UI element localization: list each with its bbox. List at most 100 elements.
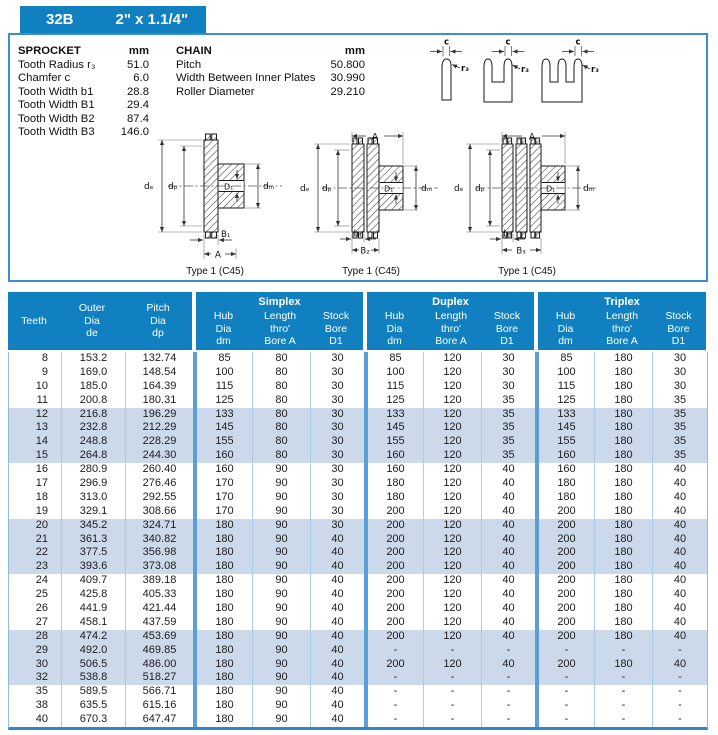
spec-label: Tooth Width b1: [18, 85, 94, 98]
table-cell: 180: [594, 504, 652, 519]
table-cell: 180: [594, 657, 652, 672]
table-cell: 180: [594, 602, 652, 616]
table-cell: 30: [481, 379, 535, 394]
table-cell: 35: [652, 435, 707, 450]
table-cell: 345.2: [61, 518, 125, 533]
col-header-stock-bore: Stock Bore D1: [493, 310, 521, 348]
table-cell: 155: [386, 435, 405, 448]
table-cell: 145: [557, 421, 576, 434]
table-cell: 40: [652, 560, 707, 575]
table-cell: 264.8: [61, 449, 125, 464]
table-cell: 486.00: [125, 657, 193, 672]
table-cell: 40: [652, 574, 707, 589]
diagram-caption: Type 1 (C45): [342, 266, 400, 277]
table-cell: 200: [386, 615, 405, 628]
table-cell: -: [423, 671, 481, 686]
block-separator: [193, 588, 197, 603]
table-cell: 441.9: [61, 602, 125, 616]
table-cell: 16: [35, 463, 48, 476]
col-header-hub-dia: Hub Dia dm: [384, 310, 405, 348]
table-cell: -: [393, 699, 398, 712]
spec-row: Roller Diameter 29.210: [176, 86, 365, 100]
table-cell: 40: [652, 477, 707, 491]
table-cell: -: [564, 671, 569, 684]
table-cell: 10: [35, 379, 48, 392]
table-cell: 200: [386, 532, 405, 545]
table-cell: 80: [252, 379, 310, 394]
block-separator: [535, 352, 539, 366]
table-cell: 120: [423, 546, 481, 561]
table-cell: 40: [652, 657, 707, 672]
table-cell: 30: [310, 463, 364, 478]
table-cell: 30: [310, 449, 364, 464]
table-row: 25 425.8 405.33 180 90 40 200 120 40 200 180 40: [9, 588, 707, 603]
col-header-length-thro-bore: Length thro' Bore A: [605, 310, 639, 348]
table-cell: 85: [560, 352, 573, 364]
table-cell: 180: [215, 685, 234, 698]
table-cell: 26: [35, 602, 48, 615]
table-cell: 80: [252, 435, 310, 450]
block-separator: [193, 477, 197, 491]
block-separator: [535, 365, 539, 380]
table-cell: -: [393, 713, 398, 726]
chain-title: CHAIN: [176, 45, 212, 57]
table-cell: 313.0: [61, 490, 125, 505]
spec-value: 28.8: [127, 85, 149, 98]
table-cell: 90: [252, 560, 310, 575]
table-cell: -: [564, 699, 569, 712]
table-cell: -: [564, 685, 569, 698]
dim-label-dm: dₘ: [263, 182, 275, 192]
table-cell: 280.9: [61, 463, 125, 478]
block-separator: [364, 629, 368, 644]
table-cell: -: [594, 713, 652, 728]
block-separator: [193, 615, 197, 630]
table-cell: 90: [252, 643, 310, 658]
block-separator: [193, 518, 197, 533]
table-cell: 566.71: [125, 685, 193, 700]
table-cell: 30: [652, 352, 707, 366]
table-cell: 90: [252, 671, 310, 686]
table-cell: 308.66: [125, 504, 193, 519]
table-cell: 474.2: [61, 629, 125, 644]
table-cell: 90: [252, 699, 310, 714]
table-cell: -: [481, 699, 535, 714]
col-header-stock-bore: Stock Bore D1: [322, 310, 350, 348]
table-cell: 24: [35, 574, 48, 587]
dim-label-r3: r₃: [591, 65, 599, 75]
spec-label: Width Between Inner Plates: [176, 72, 316, 84]
block-separator: [535, 588, 539, 603]
table-cell: 180: [215, 588, 234, 601]
block-separator: [193, 435, 197, 450]
table-cell: 180: [557, 477, 576, 490]
dim-label-c: c: [505, 38, 510, 48]
table-cell: 40: [310, 671, 364, 686]
block-separator: [535, 643, 539, 658]
table-cell: 40: [652, 546, 707, 561]
table-cell: 120: [423, 504, 481, 519]
table-cell: 100: [386, 365, 405, 378]
table-cell: 40: [481, 602, 535, 616]
col-header-length-thro-bore: Length thro' Bore A: [434, 310, 468, 348]
spec-value: 29.4: [127, 99, 149, 111]
table-cell: 35: [652, 393, 707, 408]
table-cell: 296.9: [61, 477, 125, 491]
table-cell: 90: [252, 602, 310, 616]
table-cell: 647.47: [125, 713, 193, 728]
table-cell: 18: [35, 490, 48, 503]
spec-row: Chamfer c 6.0: [18, 72, 149, 86]
table-cell: 458.1: [61, 615, 125, 630]
block-separator: [364, 699, 368, 714]
chain-specs: CHAIN mm Pitch 50.800 Width Between Inner…: [176, 45, 365, 99]
table-row: 38 635.5 615.16 180 90 40- - - - - -: [9, 699, 707, 714]
table-cell: 90: [252, 546, 310, 561]
spec-row: Tooth Width B2 87.4: [18, 113, 149, 127]
table-cell: 160: [557, 463, 576, 476]
table-cell: 120: [423, 629, 481, 644]
block-separator: [193, 490, 197, 505]
table-row: 29 492.0 469.85 180 90 40- - - - - -: [9, 643, 707, 658]
spec-label: Chamfer c: [18, 72, 71, 84]
table-cell: 425.8: [61, 588, 125, 603]
block-separator: [535, 393, 539, 408]
table-cell: -: [594, 699, 652, 714]
table-row: 35 589.5 566.71 180 90 40- - - - - -: [9, 685, 707, 700]
